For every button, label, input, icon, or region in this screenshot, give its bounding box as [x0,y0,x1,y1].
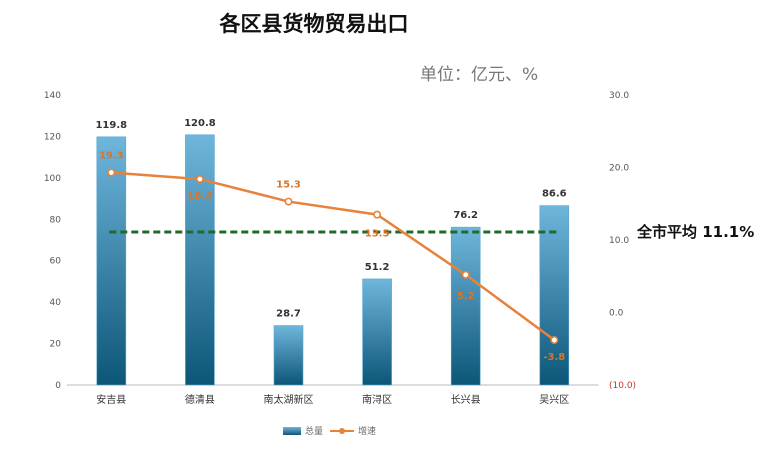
growth-point [195,175,204,184]
x-axis-tick: 安吉县 [96,393,126,406]
unit-label: 单位：亿元、% [420,65,539,85]
growth-point [284,197,293,206]
bar-total [362,278,392,386]
left-axis-tick: 80 [50,215,62,225]
growth-data-label: 19.3 [99,151,124,162]
growth-data-label: 5.2 [457,291,475,302]
growth-point [461,270,470,279]
chart-title: 各区县货物贸易出口 [219,12,409,36]
legend-marker [339,428,345,434]
bar-data-label: 119.8 [95,120,127,131]
growth-line [111,171,556,342]
bar-data-label: 76.2 [453,210,478,221]
growth-point [107,168,116,177]
left-axis-tick: 60 [50,257,62,267]
left-axis-tick: 100 [44,174,61,184]
legend-label-growth: 增速 [358,425,376,437]
left-axis-tick: 40 [50,298,62,308]
bar-total [539,205,570,386]
x-axis-tick: 德清县 [185,393,215,406]
x-axis-tick: 南太湖新区 [264,393,314,406]
bar-data-label: 86.6 [542,189,567,200]
right-axis-tick: (10.0) [609,381,636,391]
bar-data-label: 120.8 [184,118,216,129]
bar-data-label: 28.7 [276,309,301,320]
bar-data-label: 51.2 [365,262,390,273]
bar-total [185,134,215,386]
growth-data-label: 18.4 [188,191,213,202]
left-axis-tick: 140 [44,91,61,101]
legend-swatch-bar [283,427,301,435]
right-axis-tick: 0.0 [609,309,624,319]
x-axis-tick: 长兴县 [451,394,481,406]
x-axis-tick: 南浔区 [362,393,392,406]
left-axis-tick: 120 [44,132,61,142]
growth-point [550,336,559,345]
average-label: 全市平均 11.1% [637,223,755,241]
bar-total [273,325,304,386]
growth-data-label: -3.8 [543,352,565,363]
left-axis-tick: 20 [50,340,62,350]
growth-point [373,210,382,219]
bar-total [96,136,127,386]
growth-data-label: 13.5 [365,229,390,240]
bar-total [450,226,481,386]
x-axis-tick: 吴兴区 [539,394,569,406]
right-axis-tick: 20.0 [609,164,629,174]
growth-data-label: 15.3 [276,180,301,191]
left-axis-tick: 0 [55,381,61,391]
right-axis-tick: 30.0 [609,91,629,101]
right-axis-tick: 10.0 [609,236,629,246]
legend-label-total: 总量 [305,425,323,437]
